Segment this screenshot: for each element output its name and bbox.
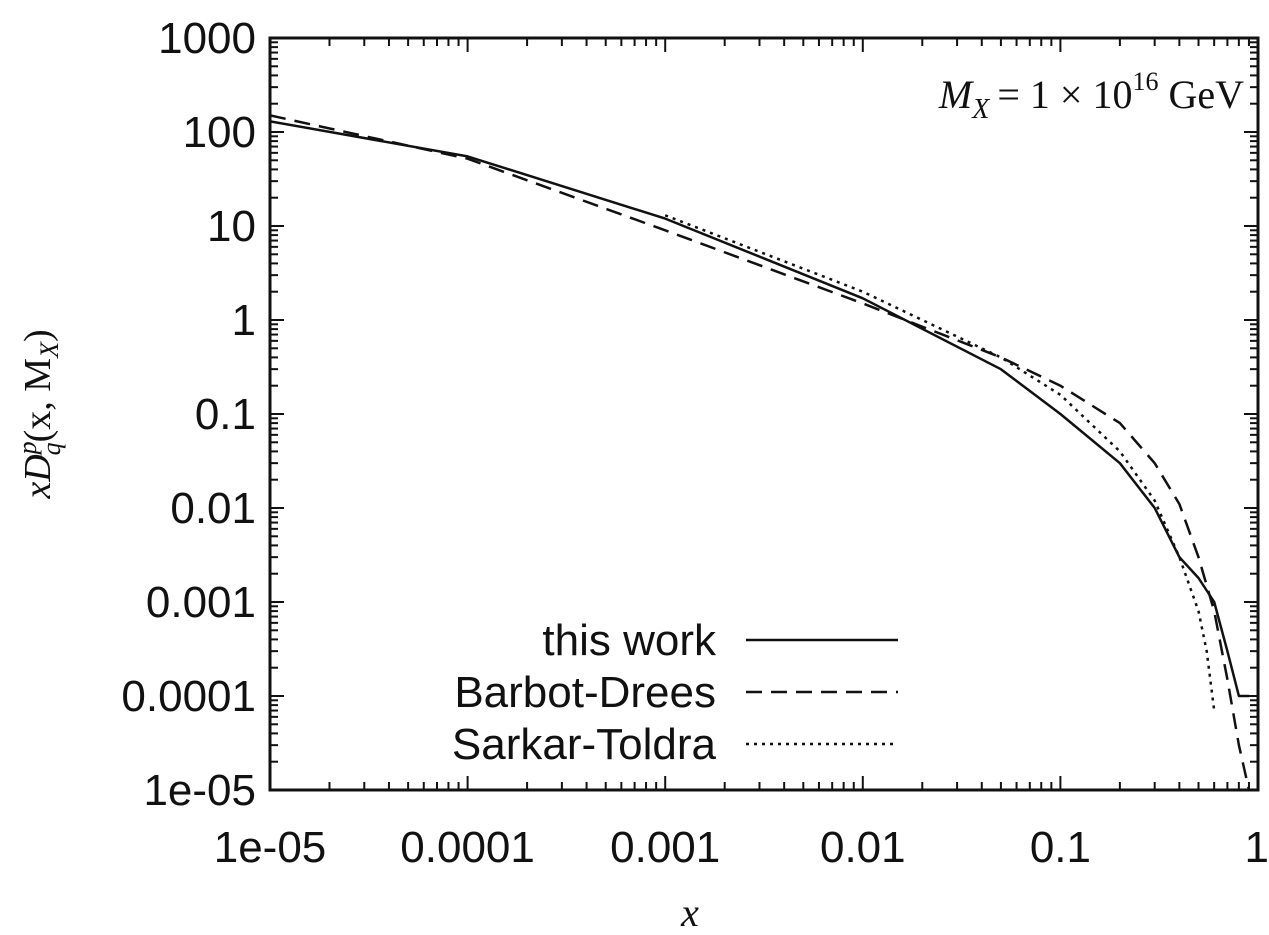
y-axis-label-sub: q	[37, 442, 66, 455]
x-tick-label: 0.01	[820, 823, 906, 872]
plot-frame	[268, 36, 1260, 792]
x-tick-label: 0.0001	[400, 823, 535, 872]
series-layer	[270, 114, 1251, 790]
annotation-lhs: M	[938, 72, 975, 117]
y-axis-label-sup: p	[13, 441, 42, 456]
annotation: MX = 1 × 1016 GeV	[938, 67, 1244, 125]
legend-label: Sarkar-Toldra	[452, 720, 717, 769]
series-line-0	[270, 120, 1249, 698]
annotation-unit: GeV	[1168, 72, 1244, 117]
y-axis-label: xDpq(x, MX)	[13, 329, 66, 499]
series-line-2	[664, 214, 1216, 711]
y-tick-label: 1	[232, 296, 256, 345]
y-tick-label: 10	[207, 202, 256, 251]
y-axis-label-args-sub: X	[35, 341, 64, 359]
series-line-1	[270, 114, 1251, 790]
y-tick-label: 0.1	[195, 390, 256, 439]
y-axis-label-args: (x, M	[17, 358, 59, 442]
x-axis-label: x	[680, 890, 699, 935]
y-tick-label: 0.0001	[121, 672, 256, 721]
legend-label: Barbot-Drees	[454, 668, 716, 717]
annotation-exp: 16	[1132, 67, 1158, 96]
y-axis-label-main: xD	[17, 454, 59, 499]
x-tick-label: 1	[1245, 823, 1269, 872]
y-tick-label: 1000	[158, 14, 256, 63]
y-tick-label: 0.01	[170, 484, 256, 533]
x-tick-label: 0.001	[610, 823, 720, 872]
x-tick-labels: 1e-05 0.0001 0.001 0.01 0.1 1	[214, 823, 1269, 872]
y-tick-label: 1e-05	[143, 766, 256, 815]
y-tick-labels: 1e-05 0.0001 0.001 0.01 0.1 1 10 100 1000	[121, 14, 256, 815]
legend-label: this work	[542, 616, 717, 665]
y-tick-label: 0.001	[146, 578, 256, 627]
axis-ticks	[269, 38, 1258, 791]
annotation-lhs-sub: X	[971, 94, 990, 125]
annotation-rhs: = 1 × 10	[997, 72, 1132, 117]
y-tick-label: 100	[183, 108, 256, 157]
x-tick-label: 1e-05	[214, 823, 327, 872]
x-tick-label: 0.1	[1030, 823, 1091, 872]
y-axis-label-close: )	[17, 329, 59, 342]
